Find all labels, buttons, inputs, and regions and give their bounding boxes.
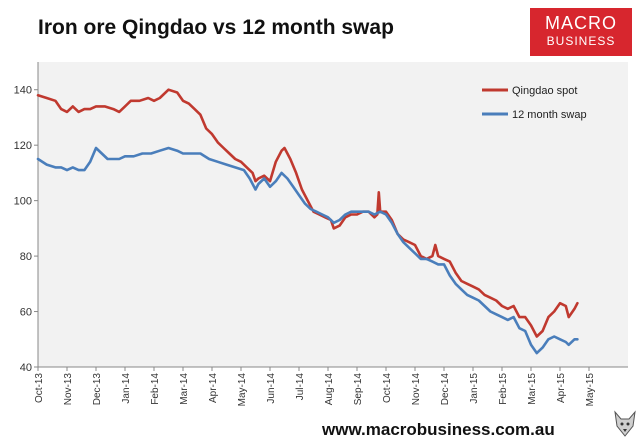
x-tick-label: Oct-14 <box>382 373 393 403</box>
x-tick-label: Oct-13 <box>34 373 45 403</box>
x-tick-label: Dec-14 <box>440 373 451 406</box>
x-tick-label: Jan-14 <box>121 373 132 404</box>
plot-area <box>38 62 628 367</box>
x-tick-label: Jun-14 <box>266 373 277 404</box>
macro-business-logo: MACRO BUSINESS <box>530 8 632 56</box>
x-tick-label: Jul-14 <box>295 373 306 401</box>
page-title: Iron ore Qingdao vs 12 month swap <box>38 16 394 39</box>
x-tick-label: Mar-15 <box>527 373 538 405</box>
y-tick-label: 60 <box>20 307 32 319</box>
logo-line-2: BUSINESS <box>546 34 616 48</box>
x-tick-label: Apr-15 <box>556 373 567 403</box>
wolf-icon <box>613 410 637 438</box>
x-tick-label: Dec-13 <box>92 373 103 406</box>
x-tick-label: Nov-14 <box>411 373 422 406</box>
x-tick-label: Feb-15 <box>498 373 509 405</box>
x-tick-label: Apr-14 <box>208 373 219 403</box>
series-line-12-month-swap <box>36 146 579 355</box>
x-tick-label: Feb-14 <box>150 373 161 405</box>
footer-url: www.macrobusiness.com.au <box>322 420 555 439</box>
x-tick-label: Mar-14 <box>179 373 190 405</box>
x-tick-label: Nov-13 <box>63 373 74 406</box>
logo-line-1: MACRO <box>545 13 617 33</box>
y-tick-label: 140 <box>14 85 32 97</box>
y-tick-label: 80 <box>20 251 32 263</box>
x-tick-label: May-14 <box>237 373 248 407</box>
y-tick-label: 120 <box>14 140 32 152</box>
legend-label: 12 month swap <box>512 109 587 121</box>
x-tick-label: Sep-14 <box>353 373 364 406</box>
x-tick-label: Jan-15 <box>469 373 480 404</box>
x-tick-label: May-15 <box>585 373 596 407</box>
x-tick-label: Aug-14 <box>324 373 335 406</box>
y-tick-label: 40 <box>20 362 32 374</box>
y-tick-label: 100 <box>14 196 32 208</box>
legend-label: Qingdao spot <box>512 85 577 97</box>
